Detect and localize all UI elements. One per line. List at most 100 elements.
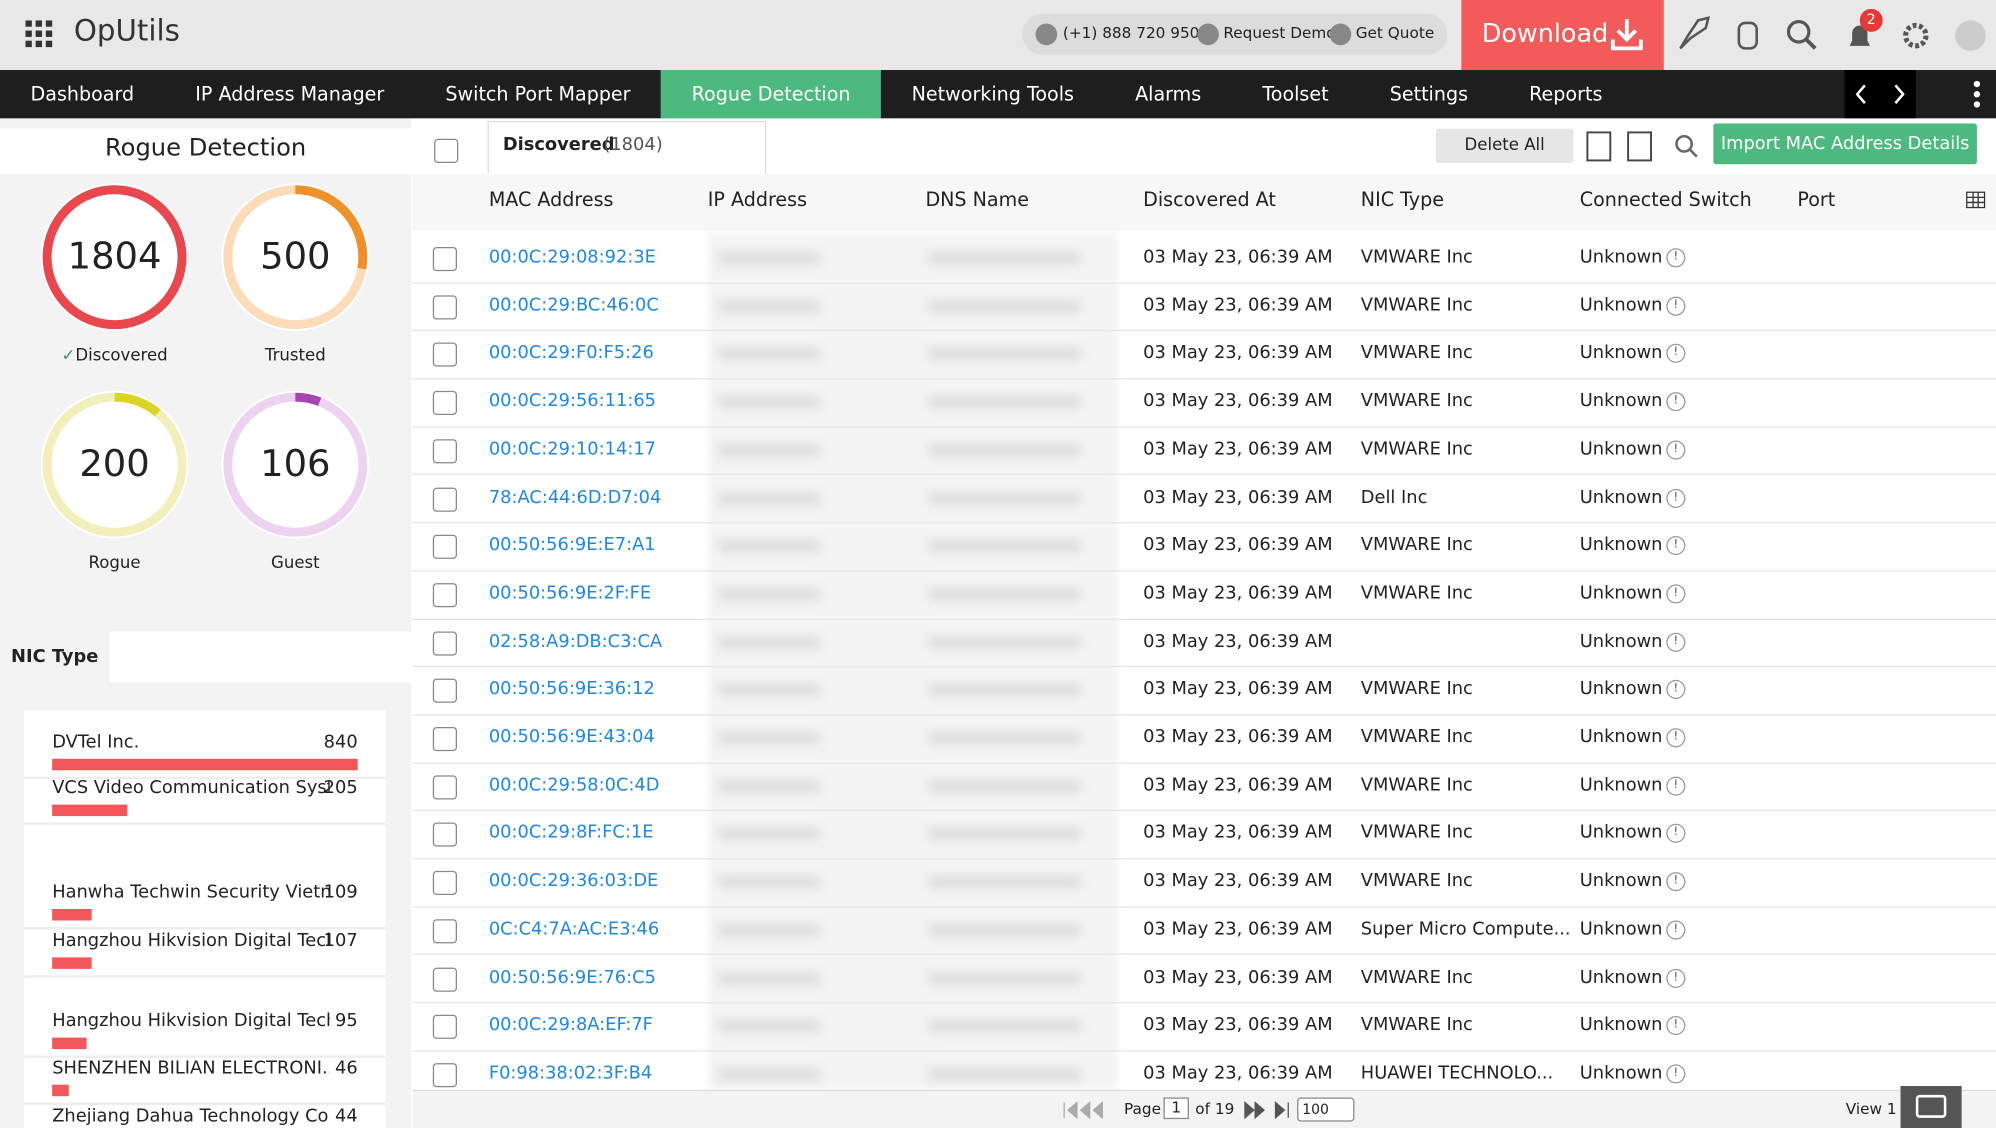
nic-name[interactable]: Hanwha Techwin Security Vietnam bbox=[52, 882, 330, 903]
mac-address[interactable]: 00:0C:29:56:11:65 bbox=[488, 390, 657, 412]
toolbar-icons[interactable] bbox=[1675, 15, 1993, 56]
mac-address[interactable]: 00:50:56:9E:36:12 bbox=[488, 678, 655, 700]
mac-address[interactable]: 00:50:56:9E:2F:FE bbox=[488, 582, 652, 604]
info-icon[interactable]: ! bbox=[1666, 920, 1686, 940]
delete-all[interactable]: Delete All bbox=[1435, 128, 1574, 163]
nic-name[interactable]: VCS Video Communication Syste... bbox=[52, 777, 330, 799]
row-checkbox[interactable] bbox=[432, 246, 457, 272]
nic-name[interactable]: DVTel Inc. bbox=[52, 732, 140, 753]
mac-address[interactable]: 00:0C:29:10:14:17 bbox=[488, 438, 657, 460]
nic-name[interactable]: Hangzhou Hikvision Digital Techn... bbox=[52, 1010, 330, 1032]
stat-label[interactable]: ✓Discovered bbox=[61, 346, 168, 366]
get-quote[interactable]: Get Quote bbox=[1355, 24, 1435, 43]
nav-item[interactable]: Networking Tools bbox=[911, 82, 1075, 106]
row-checkbox[interactable] bbox=[432, 438, 457, 464]
column-header[interactable]: MAC Address bbox=[488, 188, 614, 212]
row-checkbox[interactable] bbox=[432, 870, 457, 896]
row-checkbox[interactable] bbox=[432, 774, 457, 800]
select-all[interactable] bbox=[434, 138, 459, 163]
info-icon[interactable]: ! bbox=[1666, 536, 1686, 556]
row-checkbox[interactable] bbox=[432, 1014, 457, 1040]
nav-item[interactable]: Dashboard bbox=[30, 82, 135, 106]
column-header[interactable]: Discovered At bbox=[1143, 188, 1276, 212]
tab-label[interactable]: Discovered bbox=[502, 134, 615, 156]
nic-title[interactable]: NIC Type bbox=[0, 631, 110, 683]
info-icon[interactable]: ! bbox=[1666, 824, 1686, 844]
mac-address[interactable]: 00:50:56:9E:E7:A1 bbox=[488, 534, 656, 556]
info-icon[interactable]: ! bbox=[1666, 776, 1686, 796]
column-header[interactable]: IP Address bbox=[707, 188, 808, 212]
row-checkbox[interactable] bbox=[432, 294, 457, 320]
info-icon[interactable]: ! bbox=[1666, 488, 1686, 508]
row-checkbox[interactable] bbox=[432, 390, 457, 416]
row-checkbox[interactable] bbox=[432, 630, 457, 656]
nav-scroll[interactable] bbox=[1844, 70, 1916, 119]
info-icon[interactable]: ! bbox=[1666, 968, 1686, 988]
row-checkbox[interactable] bbox=[432, 726, 457, 752]
mac-address[interactable]: 00:50:56:9E:76:C5 bbox=[488, 966, 656, 988]
mac-address[interactable]: 00:0C:29:36:03:DE bbox=[488, 870, 659, 892]
mac-address[interactable]: 00:0C:29:BC:46:0C bbox=[488, 294, 659, 316]
info-icon[interactable]: ! bbox=[1666, 1016, 1686, 1036]
row-checkbox[interactable] bbox=[432, 342, 457, 368]
mac-address[interactable]: F0:98:38:02:3F:B4 bbox=[488, 1062, 653, 1084]
nic-name[interactable]: Hangzhou Hikvision Digital Techn... bbox=[52, 930, 330, 952]
first-prev[interactable] bbox=[1062, 1100, 1113, 1120]
export-icons[interactable] bbox=[1586, 131, 1701, 162]
mac-address[interactable]: 00:0C:29:58:0C:4D bbox=[488, 774, 660, 796]
stat-label[interactable]: Rogue bbox=[88, 553, 141, 573]
column-header[interactable]: Port bbox=[1797, 188, 1836, 212]
mac-address[interactable]: 00:0C:29:8F:FC:1E bbox=[488, 822, 654, 844]
nav-item[interactable]: IP Address Manager bbox=[195, 82, 385, 106]
column-settings[interactable] bbox=[1965, 191, 1986, 209]
row-checkbox[interactable] bbox=[432, 678, 457, 704]
mac-address[interactable]: 00:0C:29:8A:EF:7F bbox=[488, 1014, 653, 1036]
info-icon[interactable]: ! bbox=[1666, 728, 1686, 748]
mac-address[interactable]: 00:0C:29:08:92:3E bbox=[488, 246, 656, 268]
row-checkbox[interactable] bbox=[432, 966, 457, 992]
page-input[interactable]: 1 bbox=[1163, 1097, 1189, 1120]
info-icon[interactable]: ! bbox=[1666, 392, 1686, 412]
row-checkbox[interactable] bbox=[432, 534, 457, 560]
request-demo[interactable]: Request Demo bbox=[1223, 24, 1336, 43]
column-header[interactable]: NIC Type bbox=[1360, 188, 1444, 212]
stat-label[interactable]: Guest bbox=[271, 553, 320, 573]
row-checkbox[interactable] bbox=[432, 822, 457, 848]
row-checkbox[interactable] bbox=[432, 1062, 457, 1088]
mac-address[interactable]: 78:AC:44:6D:D7:04 bbox=[488, 486, 662, 508]
nav-item[interactable]: Toolset bbox=[1262, 82, 1329, 106]
mac-address[interactable]: 02:58:A9:DB:C3:CA bbox=[488, 630, 663, 652]
per-page[interactable]: 100 bbox=[1297, 1097, 1355, 1122]
info-icon[interactable]: ! bbox=[1666, 296, 1686, 316]
row-checkbox[interactable] bbox=[432, 918, 457, 944]
download-label[interactable]: Download bbox=[1481, 17, 1609, 49]
info-icon[interactable]: ! bbox=[1666, 440, 1686, 460]
next-last[interactable] bbox=[1242, 1100, 1293, 1120]
info-icon[interactable]: ! bbox=[1666, 248, 1686, 268]
mac-address[interactable]: 00:50:56:9E:43:04 bbox=[488, 726, 655, 748]
phone[interactable]: (+1) 888 720 9500 bbox=[1062, 24, 1210, 43]
row-checkbox[interactable] bbox=[432, 582, 457, 608]
info-icon[interactable]: ! bbox=[1666, 872, 1686, 892]
nav-item[interactable]: Alarms bbox=[1135, 82, 1202, 106]
tab[interactable]: Discovered (1804) bbox=[487, 120, 767, 176]
nic-name[interactable]: Zhejiang Dahua Technology Co Ltd bbox=[52, 1106, 330, 1127]
column-header[interactable]: DNS Name bbox=[925, 188, 1029, 212]
row-checkbox[interactable] bbox=[432, 486, 457, 512]
info-icon[interactable]: ! bbox=[1666, 632, 1686, 652]
mac-address[interactable]: 0C:C4:7A:AC:E3:46 bbox=[488, 918, 660, 940]
info-icon[interactable]: ! bbox=[1666, 344, 1686, 364]
import-button[interactable]: Import MAC Address Details bbox=[1713, 123, 1977, 165]
info-icon[interactable]: ! bbox=[1666, 1064, 1686, 1084]
info-icon[interactable]: ! bbox=[1666, 584, 1686, 604]
nav-item[interactable]: Rogue Detection bbox=[661, 70, 882, 119]
nav-item[interactable]: Switch Port Mapper bbox=[445, 82, 631, 106]
nic-name[interactable]: SHENZHEN BILIAN ELECTRONI... bbox=[52, 1057, 330, 1079]
stat-label[interactable]: Trusted bbox=[264, 346, 326, 366]
nav-item[interactable]: Settings bbox=[1389, 82, 1469, 106]
chat-button[interactable] bbox=[1900, 1085, 1962, 1128]
info-icon[interactable]: ! bbox=[1666, 680, 1686, 700]
apps-icon[interactable] bbox=[25, 20, 53, 48]
nav-item[interactable]: Reports bbox=[1529, 82, 1603, 106]
mac-address[interactable]: 00:0C:29:F0:F5:26 bbox=[488, 342, 654, 364]
